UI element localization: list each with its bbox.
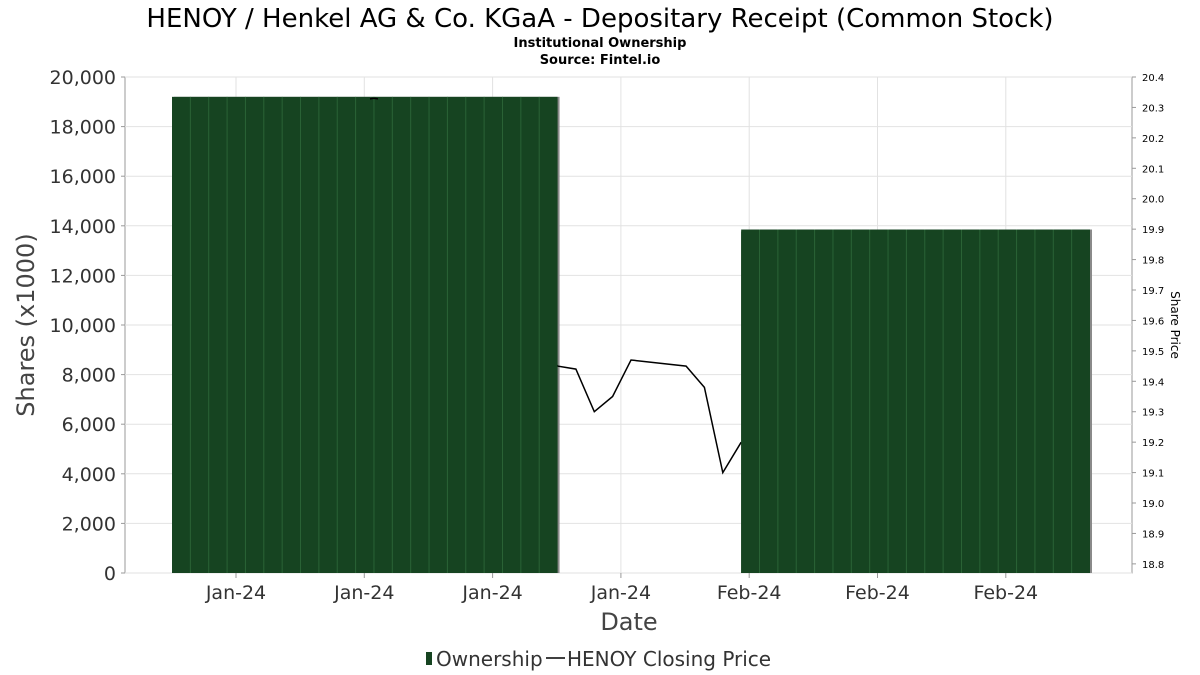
chart-title: HENOY / Henkel AG & Co. KGaA - Depositar… — [146, 4, 1053, 34]
x-tick-label: Feb-24 — [973, 582, 1038, 604]
y2-tick-label: 19.3 — [1142, 408, 1164, 419]
price-line-layer — [172, 97, 1090, 573]
y2-tick-label: 19.6 — [1142, 316, 1164, 327]
y-tick-label: 6,000 — [62, 414, 116, 436]
y2-tick-label: 19.5 — [1142, 347, 1164, 358]
legend-ownership-label: Ownership — [436, 647, 543, 671]
x-tick-label: Feb-24 — [717, 582, 782, 604]
chart-subtitle-line-2: Source: Fintel.io — [540, 53, 661, 68]
y-tick-label: 0 — [104, 563, 116, 585]
y2-tick-label: 20.4 — [1142, 73, 1164, 84]
x-tick-label: Jan-24 — [333, 582, 394, 604]
y2-tick-label: 20.2 — [1142, 134, 1164, 145]
legend: Ownership HENOY Closing Price — [426, 647, 771, 671]
x-tick-label: Jan-24 — [461, 582, 522, 604]
y-tick-label: 10,000 — [50, 315, 116, 337]
y2-tick-label: 19.1 — [1142, 469, 1164, 480]
y-tick-label: 20,000 — [50, 67, 116, 89]
y2-tick-label: 18.8 — [1142, 560, 1164, 571]
x-axis-label: Date — [600, 608, 657, 636]
y2-tick-label: 19.9 — [1142, 225, 1164, 236]
legend-price-label: HENOY Closing Price — [567, 647, 771, 671]
y2-tick-label: 18.9 — [1142, 529, 1164, 540]
y-tick-label: 14,000 — [50, 216, 116, 238]
y-tick-label: 8,000 — [62, 365, 116, 387]
y2-tick-label: 20.1 — [1142, 164, 1164, 175]
legend-ownership-swatch — [426, 652, 432, 665]
y2-tick-label: 19.8 — [1142, 256, 1164, 267]
y2-tick-label: 19.4 — [1142, 377, 1164, 388]
y-axis-label: Shares (x1000) — [12, 233, 40, 416]
ownership-bar-overlay — [172, 98, 558, 573]
y2-axis-label: Share Price — [1168, 291, 1182, 359]
x-tick-label: Jan-24 — [590, 582, 651, 604]
y2-tick-label: 20.0 — [1142, 195, 1164, 206]
y2-tick-label: 19.2 — [1142, 438, 1164, 449]
y-tick-label: 12,000 — [50, 265, 116, 287]
price-line — [373, 97, 742, 475]
price-line-peak — [369, 97, 379, 100]
y-tick-label: 2,000 — [62, 513, 116, 535]
chart-subtitle-line-1: Institutional Ownership — [514, 36, 687, 51]
y-tick-label: 18,000 — [50, 117, 116, 139]
y2-tick-label: 19.0 — [1142, 499, 1164, 510]
y2-tick-label: 20.3 — [1142, 103, 1164, 114]
ownership-bar-overlay — [741, 231, 1090, 573]
y-tick-label: 4,000 — [62, 464, 116, 486]
x-tick-label: Feb-24 — [845, 582, 910, 604]
y-axis-right: 18.8 18.9 19.0 19.1 19.2 19.3 19.4 19.5 19.6 19.7… — [1132, 73, 1164, 571]
y2-tick-label: 19.7 — [1142, 286, 1164, 297]
y-tick-label: 16,000 — [50, 166, 116, 188]
x-axis: Jan-24 Jan-24 Jan-24 Jan-24 Feb-24 Feb-24 Feb-… — [205, 573, 1038, 604]
y-axis-left: 0 2,000 4,000 6,000 8,000 10,000 12,000 14,000 1… — [50, 67, 125, 585]
x-tick-label: Jan-24 — [205, 582, 266, 604]
